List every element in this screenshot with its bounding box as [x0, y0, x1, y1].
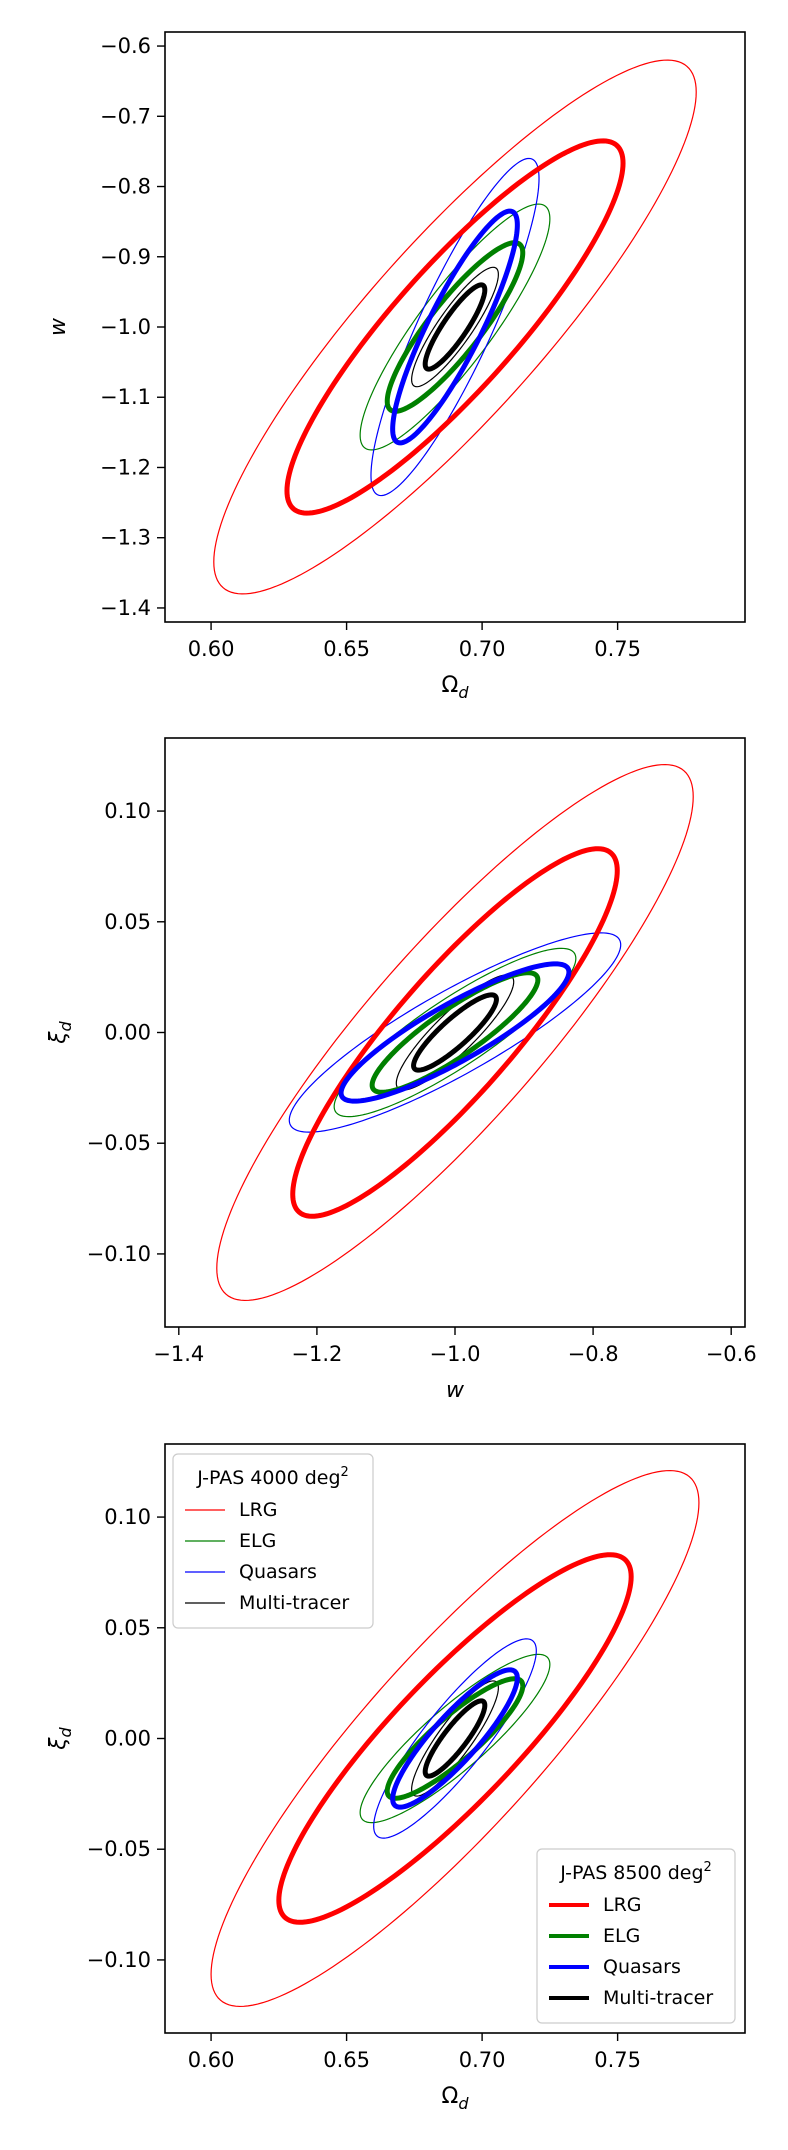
legend-title: J-PAS 4000 deg2: [196, 1465, 349, 1489]
y-axis-label: ξd: [46, 1726, 75, 1750]
contours: [213, 59, 697, 595]
contour-quasars-4000: [373, 1638, 537, 1839]
contour-elg-4000: [359, 1653, 551, 1824]
legend-4000: J-PAS 4000 deg2 LRG ELG Quasars Multi-tracer: [172, 1453, 374, 1629]
panel-omega-w: 0.60 0.65 0.70 0.75 −1.4 −1.3 −1.2 −1.1 −1.0 −0.9…: [46, 31, 746, 702]
x-tick-label: −1.0: [430, 1342, 481, 1366]
contour-multi-tracer-4000: [411, 266, 499, 388]
contour-elg-8500: [384, 240, 526, 414]
legend-box: [172, 1453, 374, 1629]
y-tick-label: 0.00: [104, 1021, 151, 1045]
x-tick-label: 0.60: [188, 2048, 235, 2072]
y-tick-label: 0.05: [104, 910, 151, 934]
contour-multi-tracer-8500: [422, 282, 488, 372]
x-tick-label: −0.8: [568, 1342, 619, 1366]
legend-box: [536, 1848, 736, 2024]
y-tick-label: −0.6: [100, 34, 151, 58]
y-tick-label: −0.9: [100, 245, 151, 269]
contour-quasars-8500: [338, 961, 572, 1104]
contour-quasars-4000: [288, 932, 622, 1133]
y-tick-label: −1.4: [100, 596, 151, 620]
legend-label: Multi-tracer: [603, 1987, 713, 2009]
y-tick-label: −0.8: [100, 175, 151, 199]
x-tick-label: −1.2: [291, 1342, 342, 1366]
legend-label: LRG: [603, 1894, 642, 1916]
legend-label: ELG: [239, 1530, 276, 1552]
panel-omega-xi: 0.60 0.65 0.70 0.75 −0.10 −0.05 0.00 0.05 0.10 Ωd…: [46, 1443, 746, 2113]
x-tick-label: 0.75: [594, 2048, 641, 2072]
x-tick-label: 0.65: [323, 2048, 370, 2072]
legend-label: Quasars: [239, 1561, 317, 1583]
legend-8500: J-PAS 8500 deg2 LRG ELG Quasars Multi-tracer: [536, 1848, 736, 2024]
contour-multi-tracer-8500: [411, 992, 499, 1073]
axes-frame: [164, 31, 746, 623]
x-axis-label: Ωd: [442, 2084, 470, 2113]
contour-quasars-8500: [390, 1667, 520, 1810]
contour-lrg-8500: [290, 846, 620, 1219]
contours: [210, 1469, 700, 2008]
y-tick-label: −1.2: [100, 455, 151, 479]
y-tick-label: 0.00: [104, 1727, 151, 1751]
axes-frame: [164, 737, 746, 1328]
y-tick-label: 0.10: [104, 1505, 151, 1529]
contour-elg-4000: [333, 947, 577, 1118]
contour-elg-4000: [359, 203, 551, 451]
legend-label: Multi-tracer: [239, 1592, 349, 1614]
y-tick-label: −0.10: [87, 1242, 151, 1266]
x-tick-label: 0.70: [459, 2048, 506, 2072]
y-axis-label: w: [46, 317, 71, 336]
y-tick-label: −0.05: [87, 1837, 151, 1861]
y-tick-label: −1.3: [100, 526, 151, 550]
y-tick-label: −0.7: [100, 104, 151, 128]
contour-quasars-8500: [390, 208, 520, 446]
contour-lrg-8500: [276, 1552, 634, 1925]
x-tick-label: 0.65: [323, 637, 370, 661]
y-tick-label: −1.0: [100, 315, 151, 339]
x-tick-label: 0.70: [459, 637, 506, 661]
x-tick-label: 0.75: [594, 637, 641, 661]
y-tick-label: 0.10: [104, 799, 151, 823]
y-tick-label: −0.05: [87, 1131, 151, 1155]
contour-lrg-4000: [210, 1469, 700, 2008]
x-tick-label: 0.60: [188, 637, 235, 661]
contour-lrg-4000: [216, 763, 694, 1302]
contours: [216, 763, 694, 1302]
legend-label: Quasars: [603, 1956, 681, 1978]
y-tick-label: −1.1: [100, 385, 151, 409]
y-tick-label: 0.05: [104, 1616, 151, 1640]
contour-lrg-4000: [213, 59, 697, 595]
y-axis-label: ξd: [46, 1020, 75, 1044]
contour-quasars-4000: [370, 157, 540, 497]
contour-multi-tracer-8500: [422, 1698, 488, 1779]
x-tick-label: −1.4: [153, 1342, 204, 1366]
legend-label: ELG: [603, 1925, 640, 1947]
legend-label: LRG: [239, 1499, 278, 1521]
contour-lrg-8500: [284, 138, 626, 516]
y-tick-label: −0.10: [87, 1948, 151, 1972]
x-axis-label: w: [446, 1378, 465, 1403]
x-axis-label: Ωd: [442, 673, 470, 702]
legend-title: J-PAS 8500 deg2: [559, 1860, 712, 1884]
panel-w-xi: −1.4 −1.2 −1.0 −0.8 −0.6 −0.10 −0.05 0.00 0.05 0.…: [46, 737, 757, 1403]
x-tick-label: −0.6: [706, 1342, 757, 1366]
